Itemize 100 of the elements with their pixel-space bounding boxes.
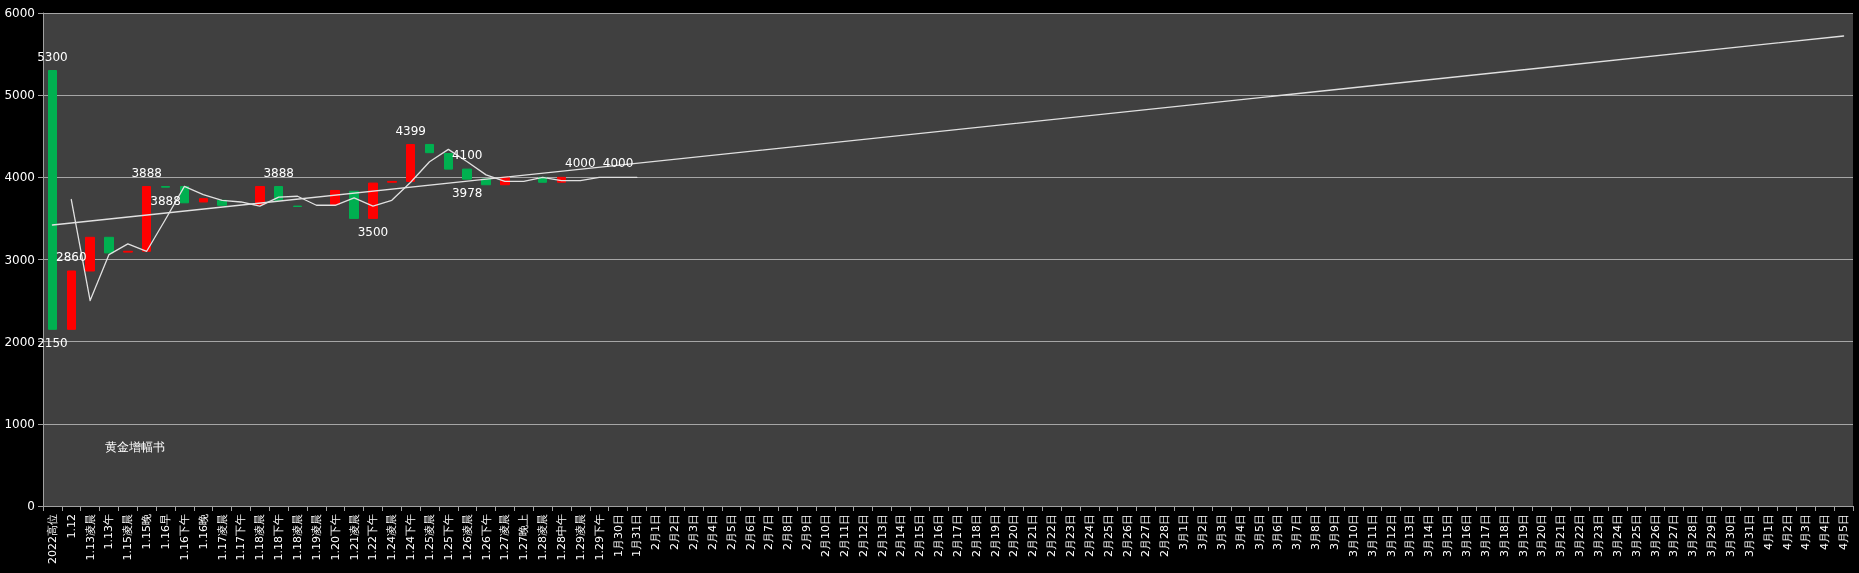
annotation: 3888 [131,165,162,180]
candlestick [387,180,397,183]
x-tick-label: 2月25日 [1101,514,1115,557]
x-tick-label: 3月1日 [1177,514,1191,550]
x-tick-label: 1.17下午 [234,514,248,561]
x-tick-label: 2月23日 [1064,514,1078,557]
x-tick-label: 3月9日 [1328,514,1342,550]
candlestick [255,186,265,205]
x-tick-label: 1.13凌晨 [83,514,97,561]
x-tick-label: 3月31日 [1742,514,1756,557]
candlestick [444,153,453,170]
candlestick [462,168,472,180]
x-tick-label: 1.13午 [102,514,116,550]
x-tick-label: 3月26日 [1648,514,1662,557]
x-tick-label: 1.18下午 [272,514,286,561]
x-tick-label: 1.17凌晨 [215,514,229,561]
x-tick-label: 2月3日 [686,514,700,550]
x-tick-label: 2月27日 [1139,514,1153,557]
candlestick [199,198,208,203]
y-tick-label: 2000 [4,334,35,349]
x-tick-label: 3月21日 [1554,514,1568,557]
candlestick [425,143,434,154]
x-tick-label: 3月16日 [1459,514,1473,557]
x-tick-label: 3月7日 [1290,514,1304,550]
candlestick [104,236,114,254]
x-tick-label: 3月20日 [1535,514,1549,557]
x-tick-label: 3月14日 [1422,514,1436,557]
x-tick-label: 1.22下午 [366,514,380,561]
annotation: 4000 [565,156,596,171]
x-tick-label: 3月2日 [1196,514,1210,550]
annotation: 2150 [37,336,68,351]
x-tick-label: 3月25日 [1629,514,1643,557]
x-tick-label: 3月17日 [1478,514,1492,557]
annotation: 5300 [37,49,68,64]
x-tick-label: 3月23日 [1591,514,1605,557]
x-tick-label: 1.24下午 [404,514,418,561]
x-tick-label: 1.19凌晨 [309,514,323,561]
x-tick-label: 1.27凌晨 [498,514,512,561]
candlestick [85,236,95,272]
x-tick-label: 2月11日 [837,514,851,557]
x-tick-label: 2月28日 [1158,514,1172,557]
candlestick [67,270,76,330]
x-tick-label: 3月5日 [1252,514,1266,550]
x-tick-label: 1.21凌晨 [347,514,361,561]
x-tick-label: 1.28凌晨 [536,514,550,561]
x-tick-label: 2月17日 [950,514,964,557]
x-tick-label: 1.16下午 [177,514,191,561]
x-tick-label: 1.18凌晨 [253,514,267,561]
x-tick-label: 2月13日 [875,514,889,557]
x-tick-label: 1月31日 [630,514,644,557]
x-tick-label: 2月26日 [1120,514,1134,557]
x-tick-label: 2月9日 [800,514,814,550]
x-tick-label: 4月4日 [1818,514,1832,550]
candlestick [368,182,378,219]
y-tick-label: 6000 [4,6,35,20]
x-tick-label: 2月6日 [743,514,757,550]
x-tick-label: 1.25下午 [441,514,455,561]
y-tick-label: 3000 [4,252,35,267]
y-tick-label: 5000 [4,88,35,103]
x-tick-label: 3月4日 [1233,514,1247,550]
x-tick-label: 2月14日 [894,514,908,557]
x-tick-label: 3月15日 [1441,514,1455,557]
y-tick-label: 1000 [4,416,35,431]
x-tick-label: 3月24日 [1610,514,1624,557]
x-tick-label: 3月29日 [1705,514,1719,557]
x-tick-label: 2月19日 [988,514,1002,557]
x-tick-label: 3月12日 [1384,514,1398,557]
x-tick-label: 1.18凌晨 [291,514,305,561]
x-tick-label: 3月19日 [1516,514,1530,557]
candlestick [48,70,57,330]
y-tick-label: 4000 [4,170,35,185]
x-tick-label: 1.29下午 [592,514,606,561]
x-tick-label: 3月30日 [1723,514,1737,557]
x-tick-label: 2月1日 [649,514,663,550]
x-tick-label: 4月2日 [1780,514,1794,550]
x-tick-label: 1.25凌晨 [423,514,437,561]
x-tick-label: 1.15凌晨 [121,514,135,561]
x-tick-label: 2月22日 [1045,514,1059,557]
x-tick-label: 1.29凌晨 [573,514,587,561]
annotation: 3500 [357,225,389,240]
x-tick-label: 3月11日 [1365,514,1379,557]
x-tick-label: 3月3日 [1214,514,1228,550]
annotation: 4399 [395,123,426,138]
x-tick-label: 2月2日 [668,514,682,550]
x-tick-label: 1.27晚上 [517,514,531,561]
x-tick-label: 4月3日 [1799,514,1813,550]
x-tick-label: 1.20下午 [328,514,342,561]
x-tick-label: 2月8日 [781,514,795,550]
x-tick-label: 2月24日 [1082,514,1096,557]
x-tick-label: 2月4日 [705,514,719,550]
x-tick-label: 3月13日 [1403,514,1417,557]
x-tick-label: 3月18日 [1497,514,1511,557]
annotation: 黄金增幅书 [105,440,166,455]
x-tick-label: 4月1日 [1761,514,1775,550]
x-tick-label: 2022高位 [45,514,59,564]
x-tick-label: 2月20日 [1007,514,1021,557]
x-tick-label: 1.26下午 [479,514,493,561]
x-tick-label: 2月15日 [913,514,927,557]
x-tick-label: 2月18日 [969,514,983,557]
y-tick-label: 0 [27,499,35,513]
